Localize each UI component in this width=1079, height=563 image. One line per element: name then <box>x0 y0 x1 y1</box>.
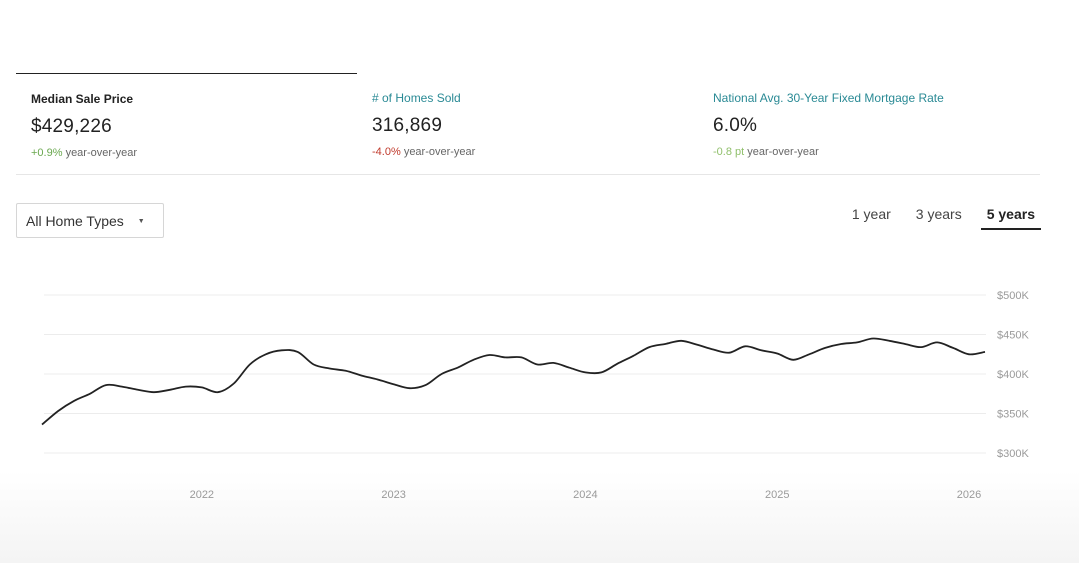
y-tick-label: $350K <box>997 409 1029 421</box>
y-axis-ticks: $300K $350K $400K $450K $500K <box>997 290 1029 460</box>
x-tick-label: 2025 <box>765 489 789 501</box>
stat-change-suffix: year-over-year <box>747 146 819 158</box>
stat-value: 316,869 <box>372 115 443 136</box>
median-sale-price-chart: $300K$350K$400K$450K$500K 2022 2023 2024 20… <box>41 290 1029 501</box>
stat-change: -0.8 pt year-over-year <box>713 146 1039 158</box>
stat-value: 6.0% <box>713 115 758 136</box>
x-tick-label: 2026 <box>957 489 981 501</box>
time-range-tabs: 1 year 3 years 5 years <box>833 200 1041 230</box>
series <box>41 337 986 426</box>
stat-change-value: -0.8 pt <box>713 146 745 158</box>
tab-1-year[interactable]: 1 year <box>851 206 891 222</box>
y-tick-label: $500K <box>997 290 1029 302</box>
series-line-median-sale-price <box>41 337 986 426</box>
y-tick-label: $450K <box>997 330 1029 342</box>
tab-5-years[interactable]: 5 years <box>980 200 1041 230</box>
grid <box>44 294 986 454</box>
stat-change-suffix: year-over-year <box>65 147 138 159</box>
stat-label: Median Sale Price <box>31 92 134 106</box>
stat-card-median-sale-price[interactable]: Median Sale Price $429,226 +0.9% year-ov… <box>16 73 357 174</box>
stat-card-homes-sold[interactable]: # of Homes Sold 316,869 -4.0% year-over-… <box>357 73 698 174</box>
stat-change-value: -4.0% <box>372 146 401 158</box>
x-axis-ticks: 2022 2023 2024 2025 2026 <box>190 489 982 501</box>
stat-label: # of Homes Sold <box>372 91 461 105</box>
stat-card-mortgage-rate[interactable]: National Avg. 30-Year Fixed Mortgage Rat… <box>698 73 1039 174</box>
x-tick-label: 2024 <box>573 489 597 501</box>
stat-label: National Avg. 30-Year Fixed Mortgage Rat… <box>713 91 944 105</box>
x-tick-label: 2023 <box>381 489 405 501</box>
x-tick-label: 2022 <box>190 489 214 501</box>
y-tick-label: $300K <box>997 448 1029 460</box>
home-type-dropdown[interactable]: All Home Types ▼ <box>16 203 164 238</box>
home-type-dropdown-label: All Home Types <box>26 212 124 229</box>
stat-value: $429,226 <box>31 116 112 137</box>
caret-down-icon: ▼ <box>137 217 145 225</box>
stat-change-suffix: year-over-year <box>403 146 476 158</box>
stat-change: -4.0% year-over-year <box>372 146 698 158</box>
stat-change-value: +0.9% <box>31 147 63 159</box>
y-tick-label: $400K <box>997 369 1029 381</box>
stats-row: Median Sale Price $429,226 +0.9% year-ov… <box>16 73 1040 175</box>
tab-3-years[interactable]: 3 years <box>915 206 962 222</box>
stat-change: +0.9% year-over-year <box>31 147 357 159</box>
